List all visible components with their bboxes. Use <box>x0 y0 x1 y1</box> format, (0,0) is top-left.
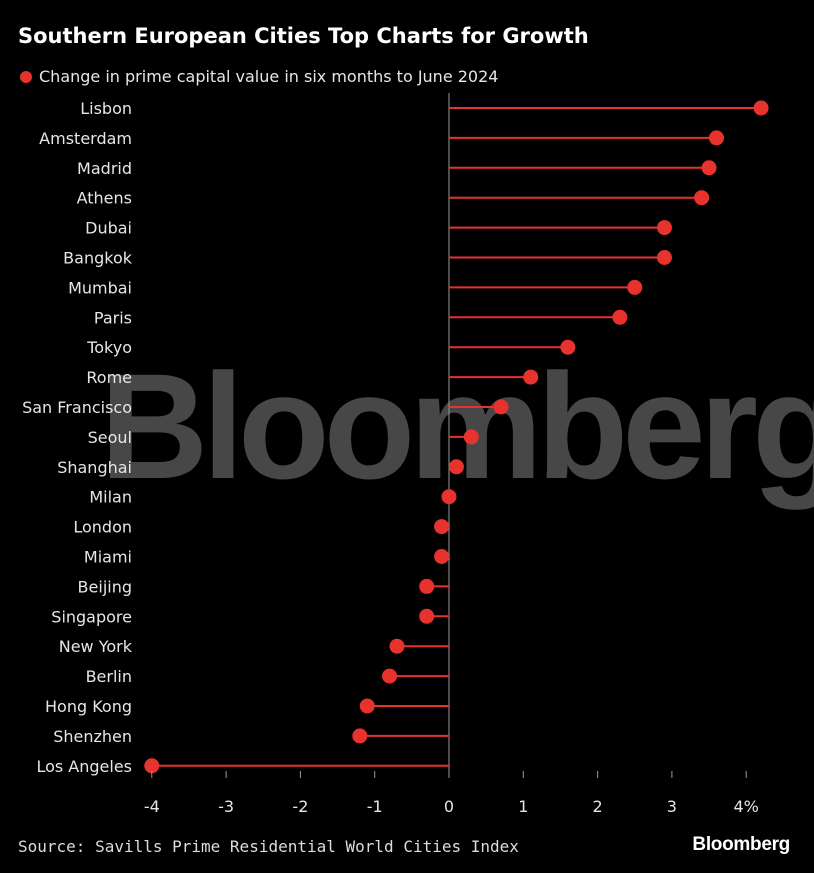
category-label: Lisbon <box>80 99 132 118</box>
data-point <box>656 220 672 236</box>
category-label: London <box>73 518 132 537</box>
category-label: Miami <box>84 548 132 567</box>
category-label: Shanghai <box>57 458 132 477</box>
data-point <box>352 728 368 744</box>
x-tick-label: -1 <box>367 797 383 816</box>
data-point <box>389 638 405 654</box>
category-label: Berlin <box>86 667 132 686</box>
category-label: San Francisco <box>22 398 132 417</box>
category-label: Shenzhen <box>53 727 132 746</box>
data-point <box>708 130 724 146</box>
category-label: Singapore <box>51 607 132 626</box>
category-label: Seoul <box>88 428 132 447</box>
data-point <box>359 698 375 714</box>
category-label: Milan <box>89 488 132 507</box>
source-note: Source: Savills Prime Residential World … <box>18 837 519 856</box>
x-tick-label: 4% <box>734 797 759 816</box>
chart-title: Southern European Cities Top Charts for … <box>18 24 589 48</box>
data-point <box>419 578 435 594</box>
data-point <box>627 279 643 295</box>
data-point <box>382 668 398 684</box>
x-tick-label: 1 <box>518 797 528 816</box>
category-label: Athens <box>77 189 132 208</box>
category-label: Rome <box>86 368 132 387</box>
category-label: Madrid <box>77 159 132 178</box>
data-point <box>694 190 710 206</box>
category-label: Dubai <box>85 219 132 238</box>
data-point <box>434 519 450 535</box>
legend-marker <box>20 70 32 83</box>
category-label: Paris <box>94 308 132 327</box>
data-point <box>434 549 450 564</box>
data-point <box>448 459 464 475</box>
category-label: Los Angeles <box>36 757 132 776</box>
category-label: Tokyo <box>86 338 132 357</box>
x-tick-label: -4 <box>144 797 160 816</box>
x-tick-label: -3 <box>218 797 234 816</box>
data-point <box>419 608 435 624</box>
data-point <box>463 429 479 445</box>
category-label: Amsterdam <box>39 129 132 148</box>
data-point <box>523 369 539 385</box>
data-point <box>493 399 509 415</box>
category-label: Hong Kong <box>45 697 132 716</box>
data-point <box>753 100 769 116</box>
x-tick-label: 2 <box>593 797 603 816</box>
category-label: Beijing <box>78 577 132 596</box>
legend-label: Change in prime capital value in six mon… <box>39 67 499 86</box>
x-tick-label: 0 <box>444 797 454 816</box>
data-point <box>701 160 717 176</box>
brand-logo: Bloomberg <box>692 834 790 855</box>
legend: Change in prime capital value in six mon… <box>20 67 498 86</box>
category-label: Mumbai <box>68 278 132 297</box>
data-point <box>612 309 628 325</box>
data-point <box>560 339 576 355</box>
x-tick-label: -2 <box>292 797 308 816</box>
x-tick-label: 3 <box>667 797 677 816</box>
data-point <box>656 250 672 265</box>
category-label: Bangkok <box>63 249 133 268</box>
data-point <box>144 758 160 774</box>
category-label: New York <box>59 637 133 656</box>
data-point <box>441 489 457 505</box>
